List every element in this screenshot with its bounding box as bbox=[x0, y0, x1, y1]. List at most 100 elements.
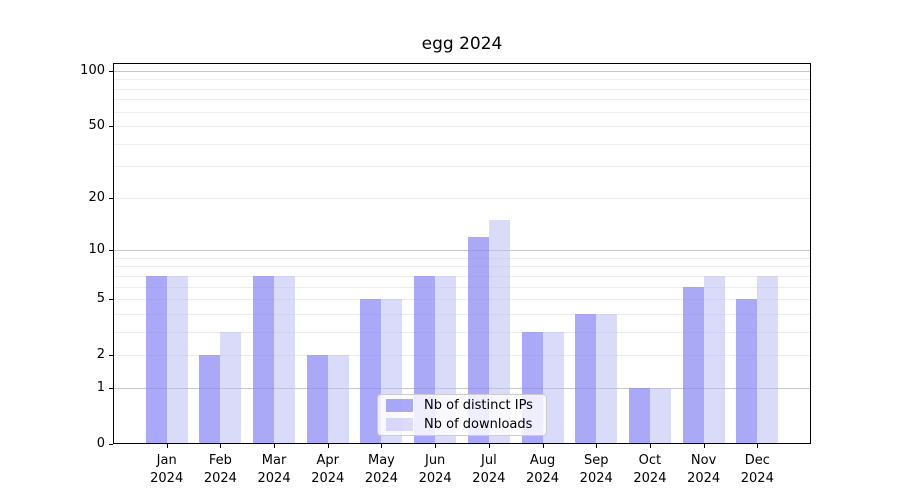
x-tick-label-mar: Mar 2024 bbox=[242, 452, 306, 488]
x-tick-month: Jan bbox=[156, 453, 177, 468]
bar-jan-downloads bbox=[166, 275, 188, 444]
x-tick-year: 2024 bbox=[418, 471, 452, 486]
y-tick-label-100: 100 bbox=[80, 63, 105, 78]
gridline-minor-6 bbox=[113, 286, 811, 288]
x-tick-label-dec: Dec 2024 bbox=[725, 452, 789, 488]
bar-jul-downloads bbox=[488, 219, 510, 444]
gridline-major-100 bbox=[113, 71, 811, 72]
bar-mar-distinct-ips bbox=[253, 275, 275, 444]
bar-dec-distinct-ips bbox=[736, 299, 758, 444]
x-tick-month: Dec bbox=[744, 453, 770, 468]
gridline-minor-9 bbox=[113, 257, 811, 259]
x-tick-month: Nov bbox=[690, 453, 717, 468]
x-tick-label-jun: Jun 2024 bbox=[403, 452, 467, 488]
x-tick-label-may: May 2024 bbox=[349, 452, 413, 488]
y-tick-label-0: 0 bbox=[96, 436, 105, 451]
bar-jul-distinct-ips bbox=[467, 236, 489, 444]
x-tick-month: Oct bbox=[638, 453, 662, 468]
x-tick-mar bbox=[274, 444, 275, 448]
x-tick-feb bbox=[220, 444, 221, 448]
bar-feb-distinct-ips bbox=[199, 355, 221, 444]
x-tick-dec bbox=[757, 444, 758, 448]
y-tick-1 bbox=[109, 388, 113, 389]
y-tick-2 bbox=[109, 355, 113, 356]
gridline-minor-90 bbox=[113, 79, 811, 81]
x-tick-month: Apr bbox=[316, 453, 340, 468]
gridline-minor-40 bbox=[113, 143, 811, 145]
bar-oct-distinct-ips bbox=[628, 387, 650, 444]
y-tick-label-20: 20 bbox=[88, 189, 105, 205]
x-tick-year: 2024 bbox=[633, 471, 667, 486]
chart-title: egg 2024 bbox=[421, 34, 503, 54]
bar-oct-downloads bbox=[649, 387, 671, 444]
bar-apr-distinct-ips bbox=[306, 355, 328, 444]
x-tick-year: 2024 bbox=[150, 471, 184, 486]
x-tick-label-aug: Aug 2024 bbox=[511, 452, 575, 488]
gridline-minor-30 bbox=[113, 166, 811, 168]
bar-nov-downloads bbox=[703, 275, 725, 444]
y-tick-50 bbox=[109, 126, 113, 127]
legend: Nb of distinct IPs Nb of downloads bbox=[377, 394, 547, 436]
x-tick-jul bbox=[489, 444, 490, 448]
x-tick-month: Sep bbox=[583, 453, 609, 468]
y-tick-label-50: 50 bbox=[88, 118, 105, 134]
legend-swatch-downloads bbox=[386, 418, 413, 431]
legend-label-distinct-ips: Nb of distinct IPs bbox=[424, 398, 533, 413]
x-tick-year: 2024 bbox=[364, 471, 398, 486]
x-tick-label-feb: Feb 2024 bbox=[188, 452, 252, 488]
x-tick-label-jan: Jan 2024 bbox=[135, 452, 199, 488]
x-tick-month: Jul bbox=[481, 453, 497, 468]
gridline-major-10 bbox=[113, 250, 811, 252]
x-tick-year: 2024 bbox=[203, 471, 237, 486]
bar-sep-distinct-ips bbox=[575, 313, 597, 444]
bar-feb-downloads bbox=[220, 331, 242, 444]
x-tick-jun bbox=[435, 444, 436, 448]
bar-sep-downloads bbox=[596, 313, 618, 444]
x-tick-month: Aug bbox=[529, 453, 556, 468]
gridline-minor-2 bbox=[113, 355, 811, 357]
bar-may-distinct-ips bbox=[360, 299, 382, 444]
y-tick-0 bbox=[109, 444, 113, 445]
x-tick-sep bbox=[596, 444, 597, 448]
x-tick-label-sep: Sep 2024 bbox=[564, 452, 628, 488]
x-tick-month: Mar bbox=[261, 453, 287, 468]
x-tick-label-apr: Apr 2024 bbox=[296, 452, 360, 488]
x-tick-year: 2024 bbox=[687, 471, 721, 486]
y-tick-label-10: 10 bbox=[88, 242, 105, 258]
x-tick-jan bbox=[167, 444, 168, 448]
bar-dec-downloads bbox=[757, 275, 779, 444]
gridline-minor-80 bbox=[113, 88, 811, 90]
x-tick-month: May bbox=[368, 453, 395, 468]
x-tick-year: 2024 bbox=[525, 471, 560, 486]
bar-nov-distinct-ips bbox=[682, 286, 704, 444]
legend-label-downloads: Nb of downloads bbox=[424, 417, 533, 432]
x-tick-apr bbox=[328, 444, 329, 448]
x-tick-year: 2024 bbox=[740, 471, 774, 486]
y-tick-10 bbox=[109, 250, 113, 251]
x-tick-year: 2024 bbox=[257, 471, 291, 486]
y-tick-100 bbox=[109, 71, 113, 72]
y-tick-20 bbox=[109, 198, 113, 199]
y-tick-5 bbox=[109, 299, 113, 300]
gridline-minor-3 bbox=[113, 331, 811, 333]
gridline-minor-70 bbox=[113, 99, 811, 101]
gridline-minor-20 bbox=[113, 197, 811, 199]
x-tick-label-oct: Oct 2024 bbox=[618, 452, 682, 488]
x-tick-year: 2024 bbox=[311, 471, 345, 486]
gridline-minor-4 bbox=[113, 313, 811, 315]
x-tick-may bbox=[381, 444, 382, 448]
bar-apr-downloads bbox=[327, 355, 349, 444]
x-tick-month: Jun bbox=[424, 453, 446, 468]
legend-swatch-distinct-ips bbox=[386, 399, 413, 412]
gridline-major-1 bbox=[113, 387, 811, 389]
plot-area bbox=[113, 63, 811, 444]
y-tick-label-5: 5 bbox=[96, 291, 105, 307]
x-tick-label-jul: Jul 2024 bbox=[457, 452, 521, 488]
y-tick-label-2: 2 bbox=[96, 347, 105, 363]
legend-row-distinct-ips: Nb of distinct IPs bbox=[386, 398, 538, 413]
gridline-minor-8 bbox=[113, 266, 811, 268]
x-tick-label-nov: Nov 2024 bbox=[672, 452, 736, 488]
gridline-minor-60 bbox=[113, 111, 811, 113]
gridline-minor-5 bbox=[113, 299, 811, 301]
